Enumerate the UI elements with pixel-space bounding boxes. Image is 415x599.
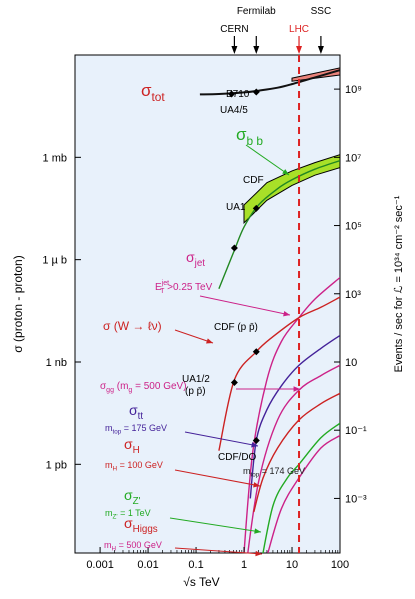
data-point-3 (252, 204, 260, 212)
marker-label: CDF/DO (218, 452, 257, 463)
leader-line-5 (174, 469, 261, 487)
right-tick-label: 10 (345, 357, 357, 369)
left-tick-label: 1 pb (46, 459, 67, 471)
annotation-6: σtt (129, 402, 143, 422)
series-line-0 (199, 69, 340, 96)
leader-line-2 (174, 329, 214, 344)
annotation-8: mtop = 174 GeV (243, 466, 305, 479)
annotation-1: σb b (236, 125, 263, 148)
data-point-0 (228, 90, 236, 98)
annotation-11: σZ' (124, 487, 141, 507)
x-axis-label: √s TeV (183, 575, 219, 589)
data-point-5 (230, 379, 238, 387)
plot-area (74, 54, 341, 554)
annotation-9: σH (124, 436, 140, 456)
marker-label: UA1 (226, 202, 246, 213)
x-tick-label: 1 (241, 559, 247, 571)
machine-label: SSC (311, 6, 332, 17)
right-tick-label: 10⁵ (345, 221, 362, 233)
leader-line-6 (169, 517, 262, 533)
annotation-10: mH = 100 GeV (105, 460, 163, 473)
x-tick-label: 0.01 (137, 559, 158, 571)
annotation-3: Ejet T >0.25 TeV (155, 280, 213, 295)
series-line-6 (253, 392, 340, 513)
leader-arrowhead-7 (255, 550, 262, 557)
annotation-14: mH = 500 GeV (104, 540, 162, 553)
data-point-6 (252, 436, 260, 444)
right-tick-label: 10³ (345, 289, 361, 301)
annotation-13: σHiggs (124, 515, 158, 535)
right-tick-label: 10⁻¹ (345, 425, 367, 437)
leader-line-4 (184, 431, 259, 447)
right-tick-label: 10⁹ (345, 84, 362, 96)
machine-arrowhead-1 (253, 46, 260, 54)
x-tick-label: 0.001 (86, 559, 114, 571)
annotation-4: σ (W → ℓν) (103, 319, 162, 333)
marker-label: (p p̄) (185, 386, 206, 397)
leader-line-7 (174, 547, 263, 555)
leader-arrowhead-4 (251, 442, 258, 448)
band-tot (291, 67, 340, 82)
leader-arrowhead-6 (254, 528, 261, 534)
machine-arrowhead-3 (317, 46, 324, 54)
leader-arrowhead-2 (206, 338, 213, 344)
data-point-1 (252, 88, 260, 96)
right-tick-label: 10⁷ (345, 152, 361, 164)
leader-arrowhead-5 (253, 482, 260, 488)
leader-line-0 (245, 144, 290, 176)
data-point-2 (230, 244, 238, 252)
marker-label: UA1/2 (182, 374, 210, 385)
marker-label: UA4/5 (220, 105, 248, 116)
leader-arrowhead-3 (293, 386, 300, 392)
right-tick-label: 10⁻³ (345, 493, 367, 505)
marker-label: CDF (243, 175, 264, 186)
annotation-5: σgg (mg = 500 GeV) (100, 381, 187, 394)
leader-arrowhead-1 (283, 311, 290, 317)
marker-label: E710 (226, 89, 250, 100)
x-tick-label: 10 (286, 559, 298, 571)
annotation-12: mZ' = 1 TeV (105, 508, 151, 521)
left-tick-label: 1 µ b (42, 255, 67, 267)
machine-arrowhead-2 (296, 46, 303, 54)
x-tick-label: 100 (331, 559, 349, 571)
marker-label: CDF (p p̄) (214, 322, 258, 333)
leader-line-1 (199, 295, 291, 316)
series-line-7 (262, 422, 340, 553)
machine-arrowhead-0 (231, 46, 238, 54)
series-line-2 (243, 276, 340, 553)
x-tick-label: 0.1 (188, 559, 203, 571)
series-line-5 (247, 364, 340, 553)
left-tick-label: 1 mb (43, 152, 67, 164)
leader-arrowhead-0 (282, 169, 289, 175)
right-axis-label: Events / sec for ℒ = 10³⁴ cm⁻² sec⁻¹ (393, 195, 405, 372)
left-tick-label: 1 nb (46, 357, 67, 369)
annotation-0: σtot (141, 81, 165, 104)
data-point-4 (252, 348, 260, 356)
machine-label: Fermilab (237, 6, 276, 17)
machine-label: LHC (289, 24, 309, 35)
annotation-2: σjet (186, 249, 205, 269)
left-axis-label: σ (proton - proton) (11, 255, 25, 352)
band-bb (243, 154, 340, 224)
machine-label: CERN (220, 24, 248, 35)
annotation-7: mtop = 175 GeV (105, 423, 167, 436)
